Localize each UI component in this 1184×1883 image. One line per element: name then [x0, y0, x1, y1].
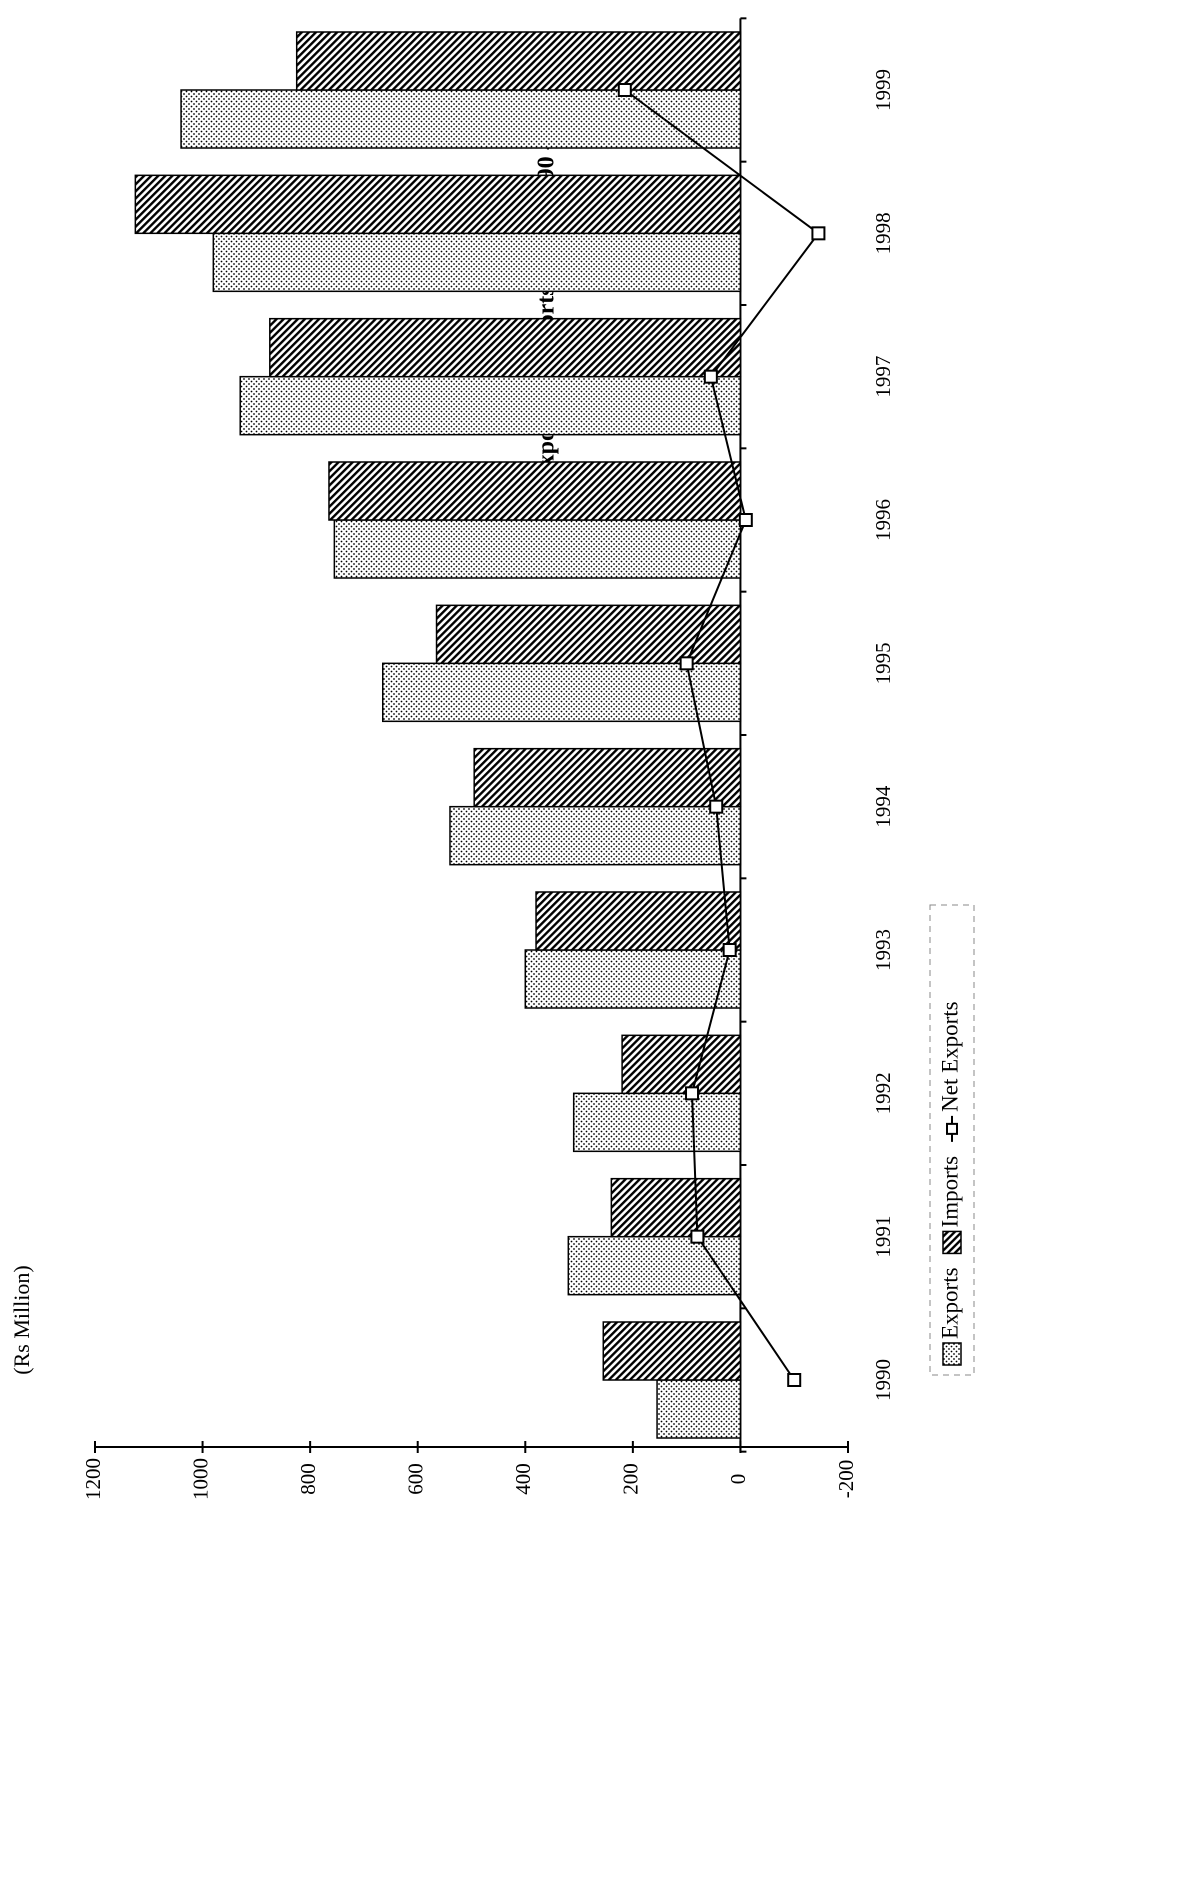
x-tick-label: 1997 — [871, 356, 895, 398]
bar — [180, 89, 742, 149]
marker — [685, 1086, 700, 1101]
legend-box — [929, 904, 975, 1376]
bar — [524, 949, 742, 1009]
marker — [722, 943, 737, 957]
bar — [449, 805, 742, 866]
x-tick-label: 1993 — [871, 929, 895, 971]
legend-swatch — [942, 1342, 962, 1366]
bar — [435, 604, 742, 665]
marker — [690, 1229, 705, 1244]
bar — [382, 662, 742, 723]
axis-label: (Rs Million) — [9, 1265, 34, 1374]
marker — [811, 226, 826, 241]
legend-swatch — [942, 1230, 962, 1255]
bar — [328, 461, 742, 521]
marker — [679, 656, 694, 671]
x-tick-label: 1994 — [871, 785, 895, 828]
bar — [333, 519, 742, 579]
bar — [610, 1177, 742, 1238]
y-tick-label: 200 — [619, 1463, 643, 1495]
x-tick-label: 1995 — [871, 642, 895, 684]
x-tick-label: 1999 — [871, 69, 895, 111]
legend-marker — [946, 1122, 958, 1135]
x-tick-label: 1998 — [871, 212, 895, 254]
y-tick-label: 800 — [296, 1463, 320, 1495]
marker — [787, 1373, 802, 1387]
bar — [656, 1379, 742, 1439]
x-tick-label: 1996 — [871, 499, 895, 541]
bar — [269, 317, 742, 378]
line — [624, 89, 820, 1381]
x-tick-label: 1991 — [871, 1216, 895, 1258]
marker — [703, 369, 718, 384]
y-tick-label: 1000 — [188, 1458, 212, 1500]
legend-label: Exports — [937, 1267, 962, 1339]
y-tick-label: 0 — [726, 1474, 750, 1485]
y-tick-label: -200 — [834, 1460, 858, 1499]
y-tick-label: 1200 — [81, 1458, 105, 1500]
bar — [212, 232, 742, 293]
y-tick-label: 400 — [511, 1463, 535, 1495]
bar — [567, 1235, 742, 1296]
bar — [134, 174, 742, 235]
marker — [617, 83, 632, 97]
legend-label: Imports — [937, 1156, 962, 1228]
bar — [621, 1034, 742, 1095]
marker — [738, 513, 753, 527]
x-tick-label: 1992 — [871, 1072, 895, 1114]
y-tick-label: 600 — [404, 1463, 428, 1495]
marker — [709, 799, 724, 814]
x-tick-label: 1990 — [871, 1359, 895, 1401]
legend-label: Net Exports — [937, 1001, 962, 1112]
bar — [473, 747, 742, 808]
bar — [572, 1092, 742, 1153]
bar — [535, 891, 742, 951]
bar — [239, 375, 742, 436]
bar — [295, 31, 742, 91]
bar — [602, 1321, 742, 1381]
